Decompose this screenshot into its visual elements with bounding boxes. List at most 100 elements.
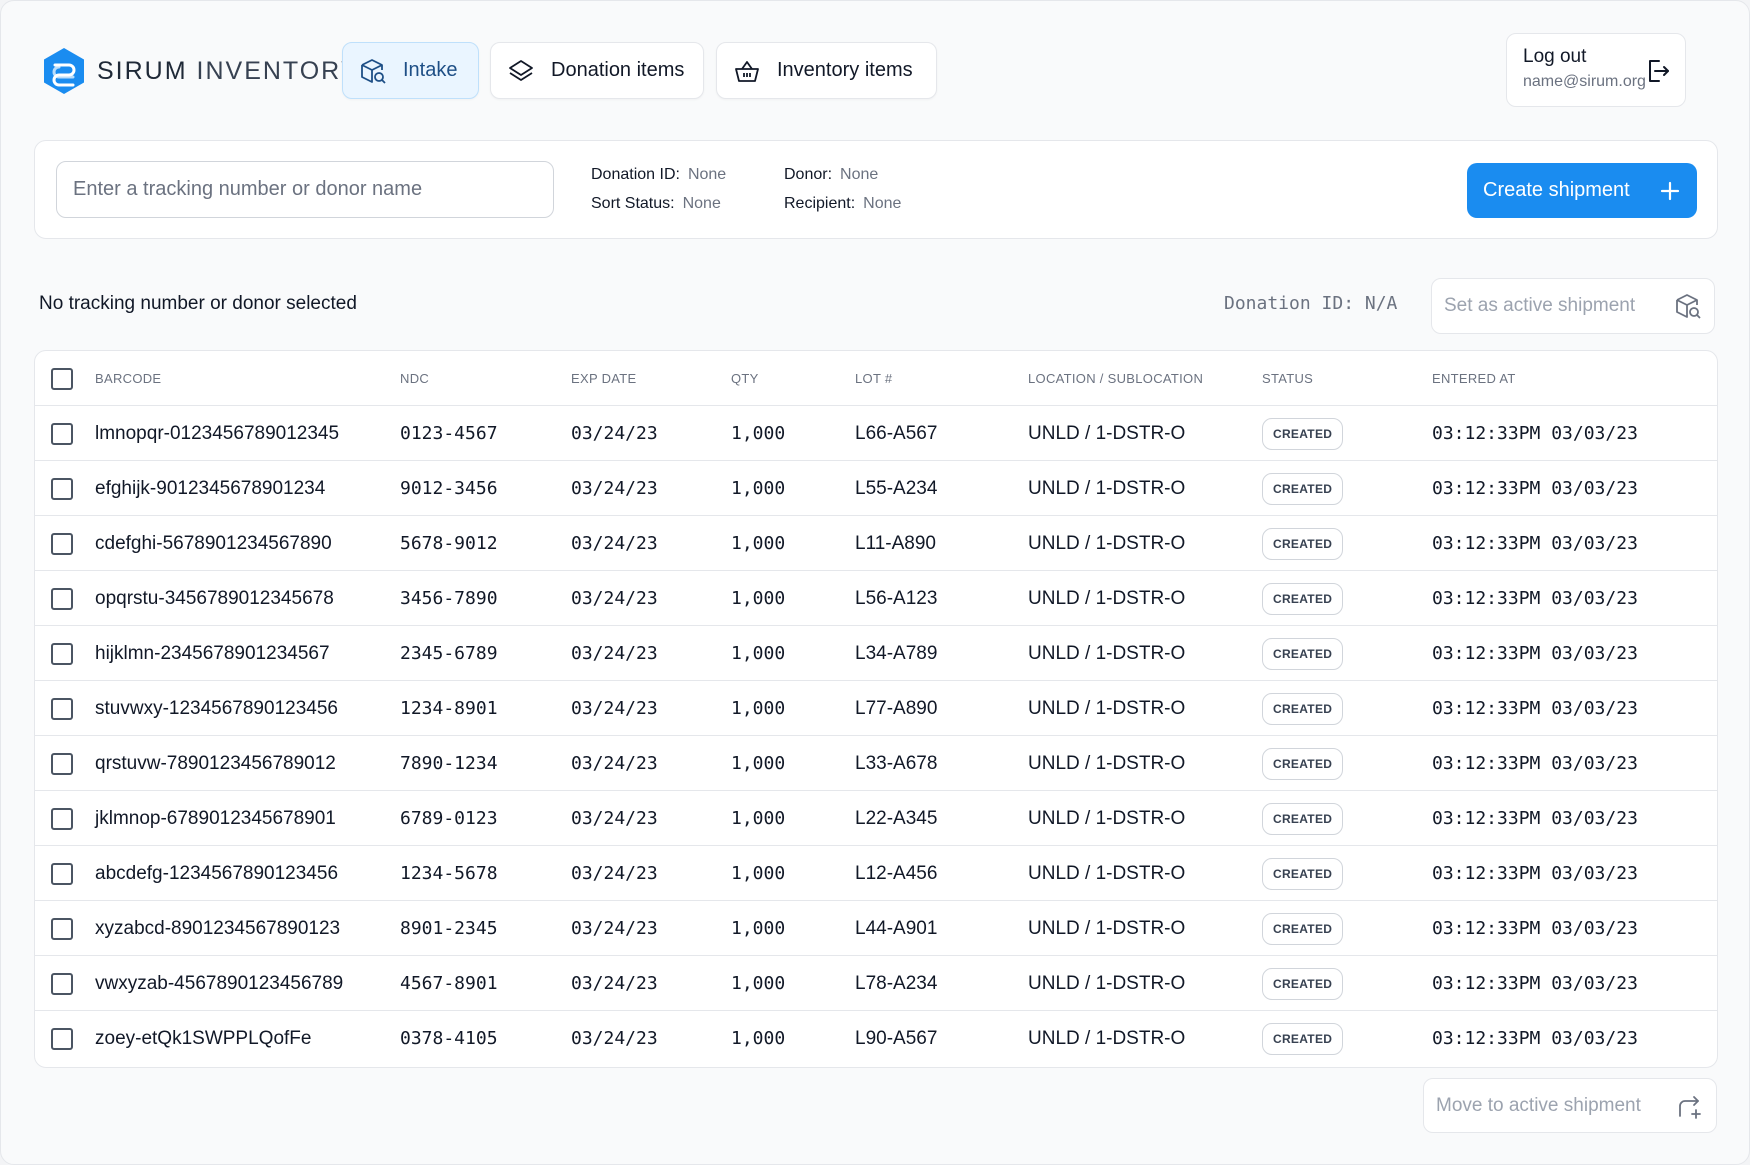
set-active-shipment-button[interactable]: Set as active shipment [1431, 278, 1715, 334]
tab-intake[interactable]: Intake [342, 42, 479, 99]
cell-exp-date: 03/24/23 [571, 973, 658, 994]
cell-qty: 1,000 [731, 478, 786, 499]
table-row[interactable]: qrstuvw-7890123456789012 7890-1234 03/24/2… [35, 736, 1717, 791]
cell-lot: L66-A567 [855, 422, 938, 444]
cell-location: UNLD / 1-DSTR-O [1028, 587, 1186, 609]
table-row[interactable]: cdefghi-5678901234567890 5678-9012 03/24/2… [35, 516, 1717, 571]
header-location[interactable]: LOCATION / SUBLOCATION [1028, 371, 1204, 386]
shipment-search-card: Donation ID:None Sort Status:None Donor:… [34, 140, 1718, 239]
cell-location: UNLD / 1-DSTR-O [1028, 862, 1186, 884]
cell-qty: 1,000 [731, 863, 786, 884]
cell-qty: 1,000 [731, 423, 786, 444]
cell-lot: L55-A234 [855, 477, 938, 499]
row-checkbox[interactable] [51, 423, 73, 445]
brand-name-light: INVENTORY [196, 56, 360, 85]
cell-location: UNLD / 1-DSTR-O [1028, 752, 1186, 774]
select-all-checkbox[interactable] [51, 368, 73, 390]
sirum-logo-icon [44, 48, 84, 94]
row-checkbox[interactable] [51, 698, 73, 720]
cell-exp-date: 03/24/23 [571, 423, 658, 444]
header-status[interactable]: STATUS [1262, 371, 1314, 386]
cell-location: UNLD / 1-DSTR-O [1028, 1027, 1186, 1049]
donation-id-value: None [687, 166, 727, 183]
table-row[interactable]: jklmnop-6789012345678901 6789-0123 03/24/2… [35, 791, 1717, 846]
cell-qty: 1,000 [731, 808, 786, 829]
header-lot[interactable]: LOT # [855, 371, 893, 386]
cell-ndc: 0378-4105 [400, 1028, 498, 1049]
cell-exp-date: 03/24/23 [571, 698, 658, 719]
row-checkbox[interactable] [51, 478, 73, 500]
table-row[interactable]: vwxyzab-4567890123456789 4567-8901 03/24/2… [35, 956, 1717, 1011]
cell-lot: L11-A890 [855, 532, 936, 554]
cell-entered-at: 03:12:33PM 03/03/23 [1432, 1028, 1638, 1049]
cell-status: CREATED [1262, 956, 1344, 1011]
cell-status: CREATED [1262, 901, 1344, 956]
cell-qty: 1,000 [731, 918, 786, 939]
row-checkbox[interactable] [51, 973, 73, 995]
set-active-shipment-label: Set as active shipment [1444, 295, 1636, 316]
brand-logo[interactable]: SIRUM INVENTORY [41, 45, 359, 97]
row-checkbox[interactable] [51, 1028, 73, 1050]
cell-ndc: 1234-8901 [400, 698, 498, 719]
cell-status: CREATED [1262, 461, 1344, 516]
table-row[interactable]: zoey-etQk1SWPPLQofFe 0378-4105 03/24/23 1,0… [35, 1011, 1717, 1066]
cell-qty: 1,000 [731, 533, 786, 554]
table-row[interactable]: xyzabcd-8901234567890123 8901-2345 03/24/2… [35, 901, 1717, 956]
cell-barcode: zoey-etQk1SWPPLQofFe [95, 1027, 312, 1049]
cell-ndc: 2345-6789 [400, 643, 498, 664]
donor-value: None [840, 166, 879, 183]
row-checkbox[interactable] [51, 918, 73, 940]
move-to-active-shipment-button[interactable]: Move to active shipment [1423, 1078, 1717, 1133]
logout-label: Log out [1523, 46, 1587, 67]
cell-barcode: jklmnop-6789012345678901 [95, 807, 336, 829]
row-checkbox[interactable] [51, 863, 73, 885]
cell-lot: L77-A890 [855, 697, 938, 719]
cell-barcode: stuvwxy-1234567890123456 [95, 697, 338, 719]
meta-donor: Donor: None [784, 166, 878, 184]
tab-inventory-items[interactable]: Inventory items [716, 42, 937, 99]
row-checkbox[interactable] [51, 643, 73, 665]
box-search-icon [1676, 294, 1701, 319]
table-row[interactable]: abcdefg-1234567890123456 1234-5678 03/24/2… [35, 846, 1717, 901]
cell-location: UNLD / 1-DSTR-O [1028, 917, 1186, 939]
header-barcode[interactable]: BARCODE [95, 371, 162, 386]
cell-location: UNLD / 1-DSTR-O [1028, 642, 1186, 664]
cell-exp-date: 03/24/23 [571, 588, 658, 609]
header-entered-at[interactable]: ENTERED AT [1432, 371, 1516, 386]
cell-lot: L78-A234 [855, 972, 938, 994]
cell-lot: L12-A456 [855, 862, 938, 884]
table-row[interactable]: opqrstu-3456789012345678 3456-7890 03/24/2… [35, 571, 1717, 626]
cell-entered-at: 03:12:33PM 03/03/23 [1432, 423, 1638, 444]
cell-barcode: qrstuvw-7890123456789012 [95, 752, 336, 774]
cell-barcode: vwxyzab-4567890123456789 [95, 972, 344, 994]
status-badge: CREATED [1262, 527, 1344, 560]
header-exp-date[interactable]: EXP DATE [571, 371, 637, 386]
cell-status: CREATED [1262, 1011, 1344, 1066]
cell-ndc: 9012-3456 [400, 478, 498, 499]
header-ndc[interactable]: NDC [400, 371, 430, 386]
create-shipment-button[interactable]: Create shipment [1467, 163, 1697, 218]
table-row[interactable]: lmnopqr-0123456789012345 0123-4567 03/24/2… [35, 406, 1717, 461]
cell-barcode: xyzabcd-8901234567890123 [95, 917, 341, 939]
row-checkbox[interactable] [51, 588, 73, 610]
cell-status: CREATED [1262, 626, 1344, 681]
table-row[interactable]: stuvwxy-1234567890123456 1234-8901 03/24/2… [35, 681, 1717, 736]
status-badge: CREATED [1262, 747, 1344, 780]
table-row[interactable]: efghijk-9012345678901234 9012-3456 03/24/2… [35, 461, 1717, 516]
cell-lot: L44-A901 [855, 917, 938, 939]
cell-qty: 1,000 [731, 588, 786, 609]
row-checkbox[interactable] [51, 808, 73, 830]
tracking-search-input[interactable] [56, 161, 554, 218]
header-qty[interactable]: QTY [731, 371, 759, 386]
cell-exp-date: 03/24/23 [571, 1028, 658, 1049]
cell-status: CREATED [1262, 406, 1344, 461]
logout-button[interactable]: Log out name@sirum.org [1506, 33, 1686, 107]
brand-name-bold: SIRUM [97, 56, 188, 85]
tab-donation-items[interactable]: Donation items [490, 42, 704, 99]
row-checkbox[interactable] [51, 533, 73, 555]
cell-lot: L34-A789 [855, 642, 938, 664]
row-checkbox[interactable] [51, 753, 73, 775]
cell-ndc: 1234-5678 [400, 863, 498, 884]
table-row[interactable]: hijklmn-2345678901234567 2345-6789 03/24/2… [35, 626, 1717, 681]
status-badge: CREATED [1262, 472, 1344, 505]
